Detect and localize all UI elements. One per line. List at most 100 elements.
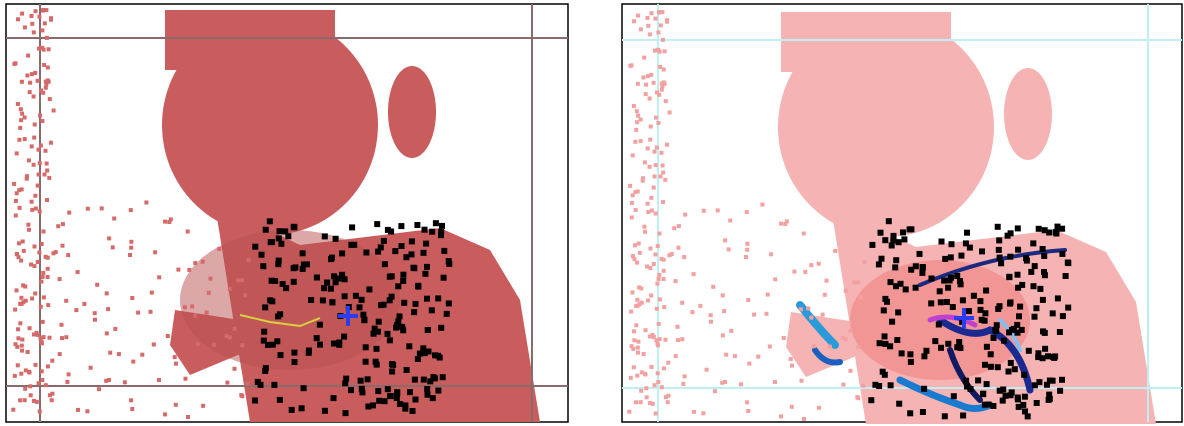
- speck: [746, 409, 751, 413]
- speck: [657, 337, 662, 342]
- speck: [631, 346, 636, 351]
- speck: [95, 282, 100, 287]
- feature-point: [1064, 259, 1071, 266]
- feature-point: [372, 358, 379, 365]
- feature-point: [375, 248, 382, 255]
- speck: [21, 283, 26, 288]
- feature-point: [393, 395, 400, 401]
- speck: [41, 335, 46, 340]
- speck: [634, 400, 639, 405]
- feature-point: [412, 396, 419, 403]
- feature-point: [901, 236, 908, 243]
- feature-point: [963, 377, 970, 384]
- feature-point: [1024, 413, 1031, 420]
- speck: [30, 207, 35, 212]
- feature-point: [331, 273, 338, 280]
- feature-point: [415, 283, 422, 290]
- speck: [130, 407, 135, 411]
- feature-point: [408, 238, 415, 245]
- speck: [656, 121, 661, 125]
- speck: [185, 229, 190, 234]
- feature-point: [414, 356, 421, 362]
- feature-point: [1006, 329, 1013, 336]
- speck: [243, 293, 247, 298]
- feature-point: [411, 309, 418, 316]
- feature-point: [285, 233, 292, 240]
- speck: [35, 78, 40, 83]
- feature-point: [895, 309, 902, 316]
- speck: [50, 358, 55, 363]
- speck: [35, 183, 40, 188]
- feature-point: [1054, 223, 1061, 230]
- speck: [42, 21, 47, 26]
- speck: [653, 411, 658, 416]
- speck: [636, 241, 641, 246]
- feature-point: [1046, 229, 1053, 236]
- speck: [40, 341, 44, 346]
- feature-point: [330, 395, 337, 402]
- feature-point: [306, 347, 312, 354]
- speck: [31, 162, 36, 167]
- feature-point: [313, 335, 320, 342]
- feature-point: [290, 265, 297, 272]
- speck: [648, 246, 653, 251]
- noise-specks: [627, 10, 867, 421]
- feature-point: [1039, 296, 1046, 303]
- feature-point: [895, 239, 902, 246]
- speck: [187, 267, 192, 272]
- speck: [728, 218, 733, 223]
- feature-point: [936, 288, 943, 295]
- speck: [208, 276, 213, 281]
- speck: [26, 222, 31, 227]
- feature-point: [299, 250, 306, 257]
- speck: [816, 261, 821, 266]
- feature-point: [1049, 377, 1056, 384]
- feature-point: [398, 243, 405, 249]
- speck: [165, 334, 170, 338]
- speck: [647, 96, 652, 101]
- speck: [859, 295, 863, 300]
- speck: [232, 366, 237, 371]
- feature-point: [1007, 392, 1014, 399]
- speck: [641, 352, 646, 356]
- speck: [669, 252, 674, 257]
- speck: [744, 255, 748, 259]
- feature-point: [928, 275, 935, 282]
- speck: [57, 352, 62, 357]
- feature-point: [876, 340, 883, 347]
- speck: [13, 307, 18, 312]
- speck: [653, 163, 658, 168]
- feature-point: [981, 401, 988, 408]
- feature-point: [1035, 225, 1042, 232]
- feature-point: [983, 381, 990, 388]
- speck: [104, 378, 109, 383]
- feature-point: [893, 283, 899, 290]
- feature-point: [381, 261, 388, 268]
- speck: [660, 84, 665, 89]
- feature-point: [1006, 273, 1013, 280]
- feature-point: [409, 408, 416, 414]
- feature-point: [877, 229, 884, 236]
- feature-point: [258, 251, 265, 258]
- speck: [630, 193, 635, 198]
- speck: [16, 336, 21, 341]
- feature-point: [373, 345, 380, 352]
- speck: [193, 313, 198, 318]
- feature-point: [1028, 268, 1035, 275]
- speck: [23, 368, 28, 373]
- speck: [666, 360, 671, 365]
- feature-point: [262, 226, 269, 233]
- feature-point: [887, 343, 894, 350]
- feature-point: [288, 406, 295, 413]
- feature-point: [964, 229, 970, 236]
- speck: [60, 243, 65, 248]
- speck: [644, 386, 649, 391]
- speck: [129, 245, 134, 250]
- feature-point: [1041, 253, 1048, 259]
- speck: [40, 274, 45, 279]
- feature-point: [1040, 328, 1046, 335]
- speck: [240, 278, 245, 283]
- speck: [29, 199, 34, 204]
- speck: [17, 137, 22, 142]
- feature-point: [269, 341, 276, 348]
